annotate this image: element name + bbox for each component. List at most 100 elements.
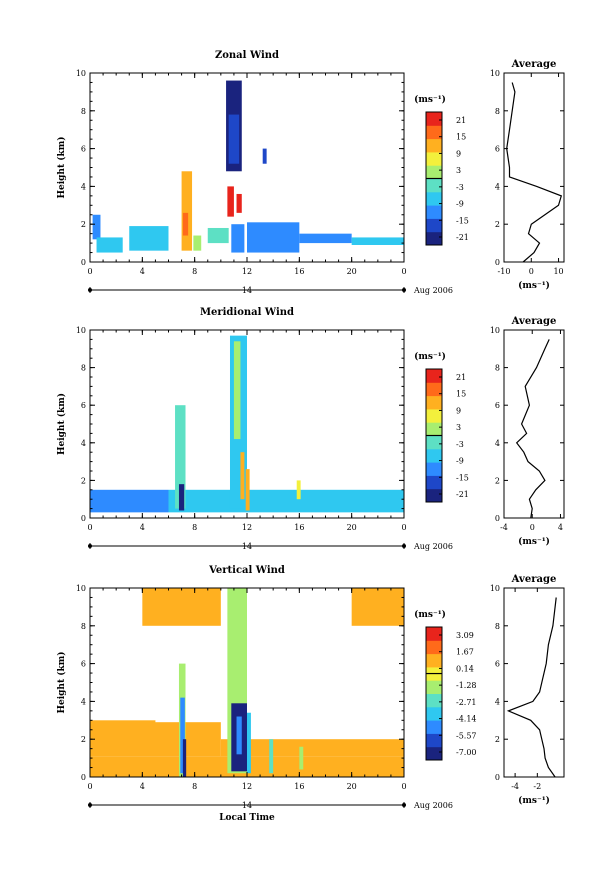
profile-y-tick-label: 0 bbox=[495, 514, 500, 523]
x-tick-label: 8 bbox=[192, 782, 197, 791]
x-tick-label: 12 bbox=[242, 523, 252, 532]
y-tick-label: 4 bbox=[81, 182, 86, 191]
colorbar-tick-label: -15 bbox=[456, 473, 469, 482]
profile-x-tick-label: 4 bbox=[558, 523, 563, 532]
heatmap-cell bbox=[142, 588, 221, 626]
y-tick-label: 0 bbox=[81, 514, 86, 523]
heatmap-cell bbox=[90, 720, 156, 736]
date-bar-end-dot bbox=[88, 544, 92, 548]
colorbar-segment bbox=[426, 191, 442, 206]
date-label: Aug 2006 bbox=[413, 286, 453, 295]
x-tick-label: 0 bbox=[87, 523, 92, 532]
y-axis-label: Height (km) bbox=[56, 393, 67, 455]
y-tick-label: 10 bbox=[76, 69, 86, 78]
heatmap-cell bbox=[351, 588, 404, 626]
heatmap-cell bbox=[269, 739, 274, 774]
heatmap-cell bbox=[175, 405, 186, 509]
colorbar-segment bbox=[426, 746, 442, 761]
profile-y-tick-label: 6 bbox=[495, 660, 500, 669]
heatmap-cell bbox=[181, 171, 193, 251]
heatmap-cell bbox=[231, 224, 245, 253]
colorbar-tick-label: 3 bbox=[456, 166, 461, 175]
profile-x-tick-label: 0 bbox=[530, 523, 535, 532]
x-tick-label: 0 bbox=[401, 523, 406, 532]
heatmap-cell bbox=[96, 237, 123, 253]
colorbar-segment bbox=[426, 653, 442, 668]
profile-y-tick-label: 2 bbox=[495, 476, 500, 485]
profile-y-tick-label: 4 bbox=[495, 439, 500, 448]
colorbar: 3.09 1.67 0.14 -1.28 -2.71 -4.14 -5.57 -7.00 bbox=[425, 626, 477, 761]
profile-x-tick-label: 0 bbox=[529, 267, 534, 276]
profile-y-tick-label: 2 bbox=[495, 220, 500, 229]
colorbar-segment bbox=[426, 693, 442, 708]
profile-frame bbox=[503, 587, 565, 778]
profile-y-tick-label: 6 bbox=[495, 401, 500, 410]
profile-x-tick-label: -4 bbox=[511, 782, 519, 791]
y-tick-label: 2 bbox=[81, 220, 86, 229]
profile-y-tick-label: 6 bbox=[495, 145, 500, 154]
colorbar-tick-label: -1.28 bbox=[456, 681, 477, 690]
x-tick-label: 16 bbox=[294, 267, 304, 276]
colorbar-tick-label: -3 bbox=[456, 183, 464, 192]
heatmap-cell bbox=[228, 114, 240, 164]
colorbar-segment bbox=[426, 205, 442, 219]
day-label: 14 bbox=[242, 542, 252, 551]
colorbar: 21 15 9 3 -3 -9 -15 -21 bbox=[425, 111, 469, 246]
colorbar-segment bbox=[426, 125, 442, 140]
colorbar-tick-label: 15 bbox=[456, 133, 466, 142]
x-tick-label: 8 bbox=[192, 267, 197, 276]
colorbar-segment bbox=[426, 218, 442, 233]
colorbar-tick-label: 1.67 bbox=[456, 648, 474, 657]
colorbar-tick-label: -7.00 bbox=[456, 748, 477, 757]
heatmap-cells bbox=[90, 335, 404, 513]
colorbar-frame bbox=[425, 626, 443, 761]
x-axis-label: Local Time bbox=[219, 813, 275, 823]
profile-y-tick-label: 0 bbox=[495, 258, 500, 267]
colorbar-segment bbox=[426, 151, 442, 166]
colorbar-tick-label: 15 bbox=[456, 390, 466, 399]
heatmap-cell bbox=[233, 341, 241, 440]
y-tick-label: 10 bbox=[76, 326, 86, 335]
colorbar-tick-label: -21 bbox=[456, 490, 469, 499]
heatmap-cell bbox=[90, 489, 169, 513]
colorbar-unit: (ms⁻¹) bbox=[414, 94, 446, 105]
profile-y-tick-label: 0 bbox=[495, 773, 500, 782]
x-tick-label: 0 bbox=[87, 267, 92, 276]
profile-line bbox=[506, 597, 557, 778]
heatmap-cell bbox=[227, 186, 234, 217]
colorbar-segment bbox=[426, 733, 442, 748]
x-tick-label: 0 bbox=[401, 267, 406, 276]
colorbar-tick-label: -15 bbox=[456, 216, 469, 225]
panel-title: Meridional Wind bbox=[200, 307, 294, 318]
heatmap-cell bbox=[262, 148, 267, 164]
colorbar-segment bbox=[426, 395, 442, 410]
y-tick-label: 6 bbox=[81, 401, 86, 410]
x-tick-label: 12 bbox=[242, 782, 252, 791]
x-tick-label: 8 bbox=[192, 523, 197, 532]
colorbar-segment bbox=[426, 165, 442, 179]
colorbar-segment bbox=[426, 408, 442, 423]
colorbar-segment bbox=[426, 488, 442, 503]
heatmap-cell bbox=[351, 237, 404, 245]
y-tick-label: 8 bbox=[81, 107, 86, 116]
colorbar-segment bbox=[426, 706, 442, 721]
colorbar-segment bbox=[426, 231, 442, 246]
colorbar-tick-label: 3 bbox=[456, 423, 461, 432]
date-bar-end-dot bbox=[402, 803, 406, 807]
heatmap-cell bbox=[193, 235, 202, 251]
profile-x-tick-label: -4 bbox=[500, 523, 508, 532]
date-bar-end-dot bbox=[402, 544, 406, 548]
y-tick-label: 0 bbox=[81, 258, 86, 267]
colorbar-tick-label: -5.57 bbox=[456, 731, 477, 740]
profile-title: Average bbox=[511, 316, 557, 327]
profile-title: Average bbox=[511, 59, 557, 70]
profile-x-tick-label: -10 bbox=[498, 267, 511, 276]
profile-y-tick-label: 4 bbox=[495, 182, 500, 191]
heatmap-cell bbox=[182, 212, 189, 236]
profile-panel: Average 0 2 4 6 8 10 -4 -2 (ms⁻¹) bbox=[490, 574, 565, 806]
day-label: 14 bbox=[242, 801, 252, 810]
y-axis-label: Height (km) bbox=[56, 136, 67, 198]
heatmap-cell bbox=[245, 469, 250, 511]
colorbar-segment bbox=[426, 422, 442, 436]
